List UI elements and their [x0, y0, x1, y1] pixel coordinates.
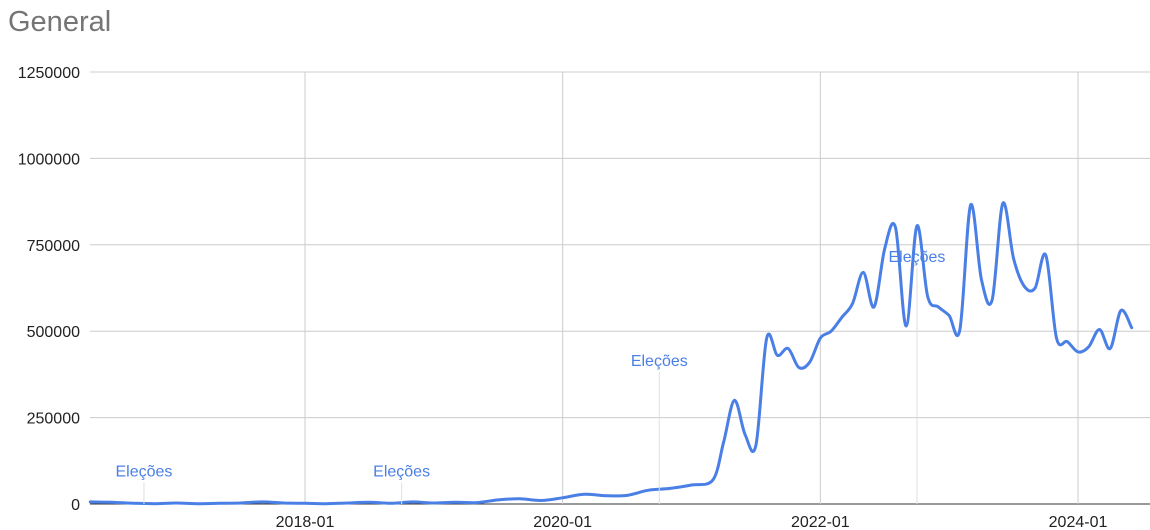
annotation-label: Eleções [115, 463, 172, 480]
x-tick-label: 2018-01 [276, 514, 335, 530]
grid [90, 71, 1150, 505]
series-line [88, 201, 1134, 506]
x-axis-ticks: 2018-01 2020-01 2022-01 2024-01 [276, 514, 1108, 530]
y-tick-label: 750000 [27, 238, 80, 255]
y-tick-label: 1250000 [18, 65, 80, 82]
x-tick-label: 2024-01 [1049, 514, 1108, 530]
annotation-label: Eleções [373, 463, 430, 480]
chart-title: General [8, 6, 112, 38]
y-tick-label: 500000 [27, 324, 80, 341]
y-tick-label: 250000 [27, 411, 80, 428]
annotation-label: Eleções [631, 353, 688, 370]
x-tick-label: 2020-01 [533, 514, 592, 530]
series-layer [88, 201, 1134, 506]
annotations: Eleções Eleções Eleções Eleções [115, 249, 945, 504]
y-tick-label: 0 [71, 497, 80, 514]
y-tick-label: 1000000 [18, 151, 80, 168]
annotation-label: Eleções [888, 249, 945, 266]
x-tick-label: 2022-01 [791, 514, 850, 530]
y-axis-ticks: 0 250000 500000 750000 1000000 1250000 [18, 65, 80, 514]
